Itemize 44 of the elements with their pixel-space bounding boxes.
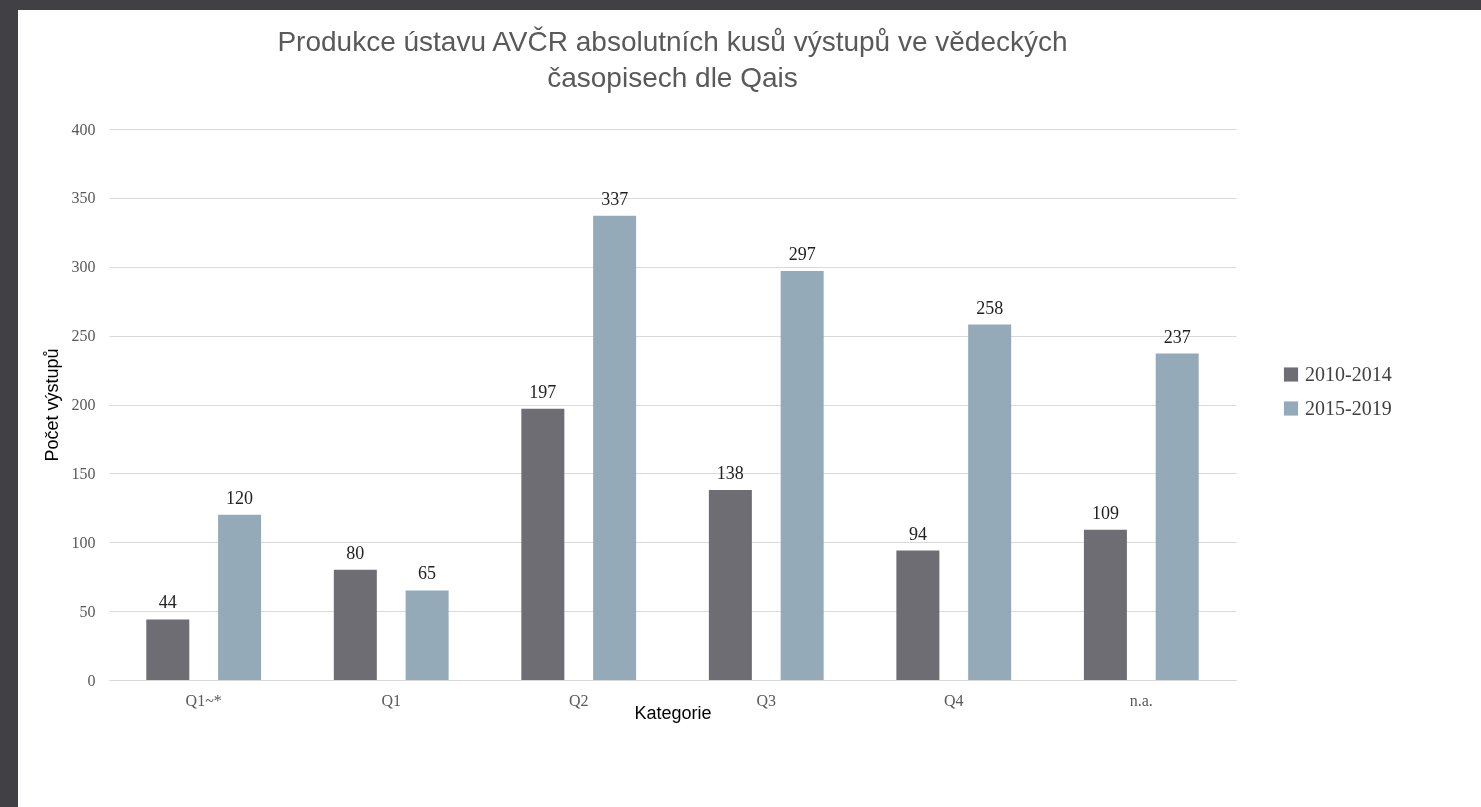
bar [968, 324, 1012, 680]
y-tick-label: 50 [79, 602, 96, 620]
bar [593, 215, 637, 680]
bar [146, 619, 190, 680]
x-tick-label: Q3 [756, 691, 777, 709]
y-tick-label: 350 [71, 189, 96, 207]
data-label: 138 [716, 462, 744, 483]
x-tick-label: Q1~* [185, 691, 222, 709]
data-label: 65 [418, 563, 437, 584]
data-label: 197 [529, 381, 557, 402]
bar [708, 489, 752, 680]
bar [896, 550, 940, 680]
bar [1155, 353, 1199, 680]
x-tick-label: n.a. [1129, 691, 1153, 709]
x-tick-label: Q4 [944, 691, 964, 709]
data-label: 337 [601, 188, 629, 209]
bar [780, 270, 824, 680]
data-label: 297 [788, 243, 816, 264]
bar [218, 514, 262, 680]
data-label: 80 [346, 542, 365, 563]
x-axis-title: Kategorie [634, 702, 712, 723]
legend-label: 2010-2014 [1305, 362, 1392, 385]
data-label: 44 [158, 592, 177, 613]
data-label: 237 [1163, 326, 1191, 347]
y-tick-label: 0 [87, 671, 96, 689]
bar [1083, 529, 1127, 680]
chart-title: Produkce ústavu AVČR absolutních kusů výstupů ve vědeckých časopisech dle Qais [277, 26, 1068, 93]
legend-label: 2015-2019 [1305, 396, 1392, 419]
y-tick-label: 200 [71, 396, 96, 413]
x-tick-label: Q1 [381, 691, 401, 709]
data-label: 109 [1091, 502, 1119, 523]
y-tick-label: 150 [71, 464, 96, 482]
data-label: 120 [226, 487, 254, 508]
bar [521, 408, 565, 680]
y-tick-label: 100 [71, 533, 96, 551]
y-axis-title: Počet výstupů [41, 348, 62, 462]
bar [405, 590, 449, 680]
bar [333, 569, 377, 680]
data-label: 94 [908, 523, 927, 544]
x-tick-label: Q2 [568, 691, 589, 709]
y-tick-label: 300 [71, 258, 96, 276]
data-label: 258 [976, 297, 1004, 318]
y-tick-label: 250 [71, 327, 96, 345]
y-tick-label: 400 [71, 120, 96, 138]
